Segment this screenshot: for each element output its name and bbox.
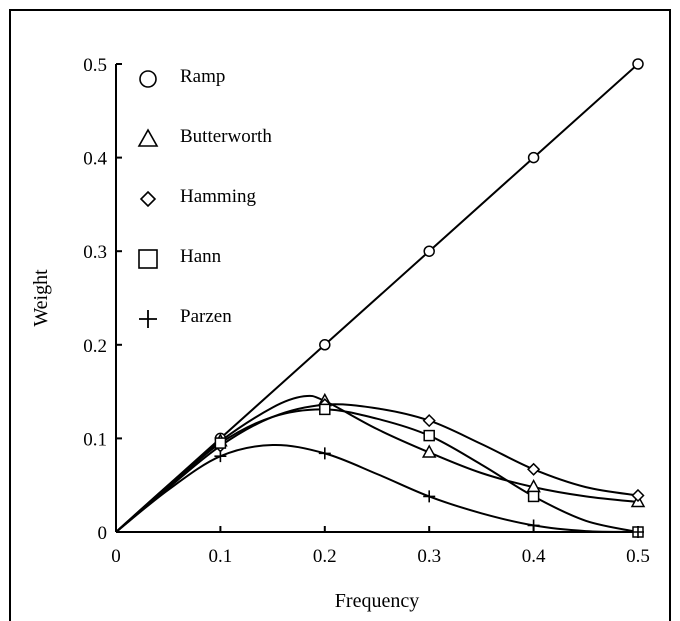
legend-marker-ramp: [139, 70, 157, 88]
legend-marker-parzen: [139, 310, 157, 328]
series-curves: [115, 63, 639, 533]
point-ramp: [423, 245, 435, 257]
legend-label-hann: Hann: [180, 246, 222, 267]
legend-marker-hamming: [139, 190, 157, 208]
legend-label-parzen: Parzen: [180, 306, 232, 327]
y-tick-label: 0.1: [83, 429, 107, 450]
series-line-hamming: [115, 403, 639, 533]
point-hann: [423, 429, 435, 442]
point-hann: [319, 403, 331, 416]
series-line-hann: [115, 408, 639, 533]
legend: Ramp Butterworth Hamming Hann Parzen: [137, 66, 272, 328]
y-tick-label: 0.5: [83, 55, 107, 76]
legend-label-ramp: Ramp: [180, 66, 225, 87]
point-parzen: [318, 447, 331, 460]
point-hann: [527, 490, 540, 503]
point-ramp: [319, 339, 331, 351]
x-tick-label: 0.2: [313, 546, 337, 567]
legend-marker-butterworth: [137, 128, 159, 147]
y-axis-title: Weight: [30, 269, 52, 327]
y-tick-label: 0.3: [83, 242, 107, 263]
point-hann: [214, 437, 227, 449]
x-tick-label: 0.1: [209, 546, 233, 567]
series-markers: [213, 58, 646, 538]
point-ramp: [632, 58, 644, 70]
y-tick-label: 0.4: [83, 149, 107, 170]
point-hamming: [422, 414, 436, 428]
x-tick-label: 0.5: [626, 546, 650, 567]
point-parzen: [527, 519, 540, 532]
x-axis-title: Frequency: [335, 590, 419, 612]
figure-frame: [9, 9, 671, 621]
point-parzen: [214, 450, 227, 463]
y-tick-label: 0: [98, 523, 108, 544]
y-tick-label: 0.2: [83, 336, 107, 357]
point-ramp: [527, 151, 540, 164]
point-parzen: [423, 490, 436, 503]
series-line-parzen: [115, 443, 639, 533]
axes: [115, 64, 638, 533]
legend-label-butterworth: Butterworth: [180, 126, 272, 147]
x-tick-label: 0.3: [417, 546, 441, 567]
point-butterworth: [421, 444, 437, 458]
point-hamming: [631, 488, 645, 503]
legend-label-hamming: Hamming: [180, 186, 256, 207]
point-hamming: [527, 462, 541, 476]
point-parzen: [632, 526, 644, 538]
legend-marker-hann: [138, 249, 158, 269]
x-tick-label: 0: [111, 546, 121, 567]
x-tick-label: 0.4: [522, 546, 546, 567]
